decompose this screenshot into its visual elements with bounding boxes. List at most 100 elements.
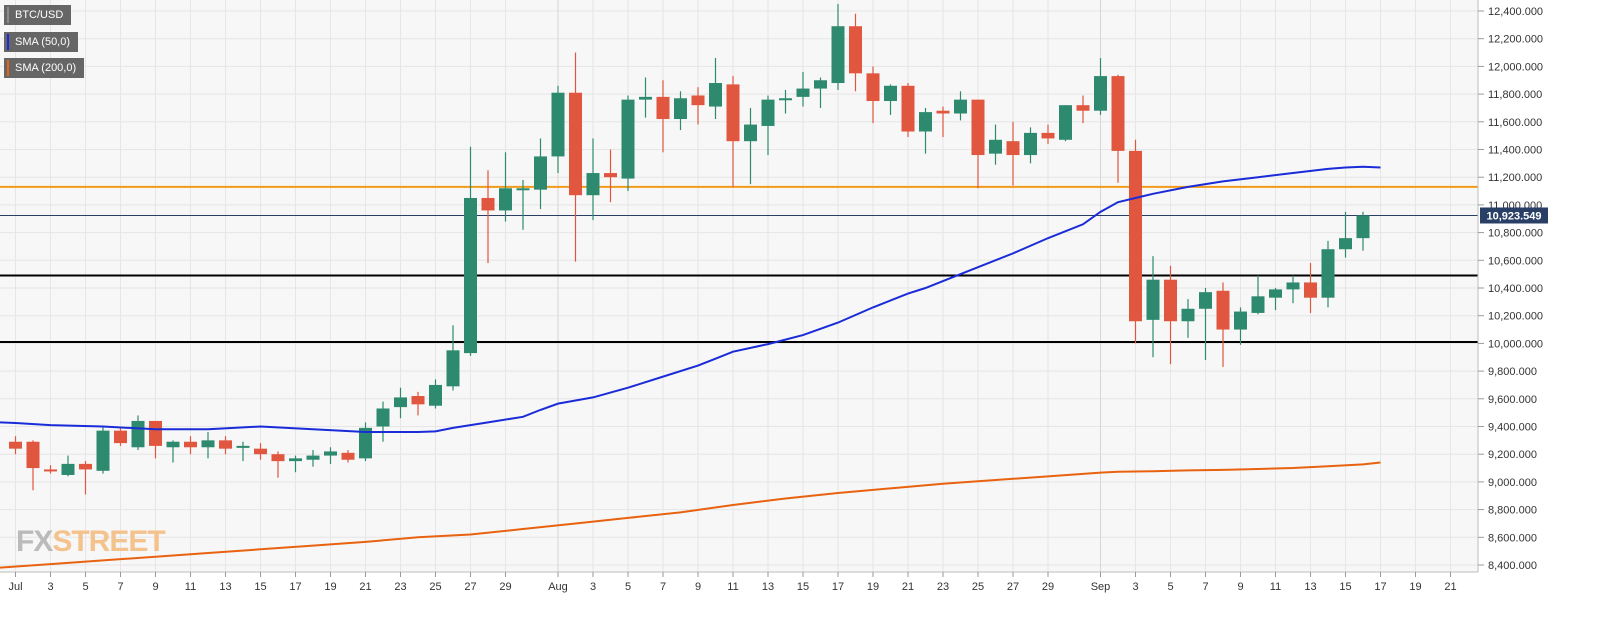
x-tick-label: 9	[695, 581, 701, 593]
candle-body	[954, 99, 967, 114]
x-tick-label: 9	[152, 581, 158, 593]
x-tick-label: 15	[254, 581, 266, 593]
candle-up	[306, 450, 320, 467]
candle-up	[674, 91, 687, 131]
candle-up	[954, 91, 967, 121]
candle-up	[1234, 307, 1247, 345]
legend-item-sma50[interactable]: SMA (50,0)	[4, 32, 79, 52]
candle-up	[1059, 105, 1072, 142]
candle-down	[149, 420, 162, 459]
y-tick-label: 11,800.000	[1488, 89, 1542, 101]
candle-down	[726, 76, 740, 187]
x-tick-label: 19	[1409, 581, 1421, 593]
candle-body	[1006, 141, 1020, 156]
logo-fx: FX	[16, 525, 53, 558]
candle-up	[744, 107, 757, 185]
candle-body	[131, 420, 145, 448]
candle-body	[1111, 76, 1125, 151]
candle-body	[446, 350, 460, 387]
x-tick-label: 27	[1007, 581, 1019, 593]
candle-body	[499, 188, 512, 211]
candle-body	[569, 92, 582, 196]
candle-body	[254, 448, 267, 455]
candle-up	[394, 387, 407, 419]
candle-body	[1199, 292, 1212, 309]
last-price-badge	[1480, 207, 1548, 224]
candle-down	[79, 461, 92, 495]
candle-body	[516, 188, 530, 191]
candle-up	[621, 95, 635, 192]
y-tick-label: 9,000.000	[1488, 477, 1537, 489]
candle-body	[989, 139, 1002, 154]
legend-label: SMA (200,0)	[15, 62, 77, 74]
y-tick-label: 11,600.000	[1488, 117, 1542, 129]
candle-up	[1356, 211, 1370, 251]
sma200-line	[0, 461, 1381, 569]
x-tick-label: 21	[359, 581, 371, 593]
x-tick-label: 29	[499, 581, 511, 593]
candle-body	[1041, 132, 1055, 139]
candle-down	[1129, 139, 1142, 344]
candle-body	[376, 408, 390, 427]
candle-up	[709, 58, 722, 120]
candle-body	[9, 441, 22, 449]
logo-street: STREET	[52, 525, 165, 558]
candle-down	[481, 170, 495, 264]
legend-swatch	[7, 34, 9, 50]
candle-body	[114, 430, 127, 444]
candle-body	[1321, 249, 1335, 298]
candle-body	[79, 463, 92, 470]
candle-body	[866, 73, 880, 102]
moving-averages	[0, 165, 1381, 569]
candle-up	[516, 179, 530, 230]
candle-body	[1339, 238, 1352, 250]
candle-up	[446, 325, 460, 391]
candle-up	[61, 455, 75, 477]
legend-item-sma200[interactable]: SMA (200,0)	[4, 58, 85, 78]
y-tick-label: 10,600.000	[1488, 255, 1543, 267]
candle-body	[779, 98, 792, 101]
candle-body	[971, 99, 985, 156]
candle-up	[1199, 288, 1212, 361]
candle-up	[1251, 275, 1265, 315]
x-tick-label: 23	[394, 581, 406, 593]
candle-down	[254, 443, 267, 460]
candle-body	[201, 440, 215, 448]
candle-body	[166, 441, 180, 448]
candle-body	[236, 445, 250, 448]
candle-down	[341, 450, 355, 463]
grid-lines	[0, 0, 1478, 572]
candle-up	[1286, 275, 1300, 304]
x-tick-label: 29	[1042, 581, 1054, 593]
x-tick-label: 17	[1374, 581, 1386, 593]
candle-down	[1041, 124, 1055, 144]
candle-up	[796, 71, 810, 107]
x-tick-label: 13	[1304, 581, 1316, 593]
candle-body	[1234, 311, 1247, 330]
candle-body	[1059, 105, 1072, 140]
candle-up	[376, 401, 390, 442]
candle-up	[534, 138, 547, 210]
candle-up	[1339, 211, 1352, 258]
candle-up	[989, 124, 1002, 165]
x-tick-label: 7	[1202, 581, 1208, 593]
candle-down	[604, 149, 617, 203]
candle-body	[761, 99, 775, 126]
x-tick-label: 5	[1167, 581, 1173, 593]
candle-down	[9, 436, 22, 455]
candle-body	[1164, 279, 1177, 322]
y-tick-label: 8,800.000	[1488, 505, 1537, 517]
candle-body	[1304, 282, 1317, 298]
candle-body	[1146, 279, 1160, 320]
candle-body	[306, 455, 320, 460]
candle-up	[289, 455, 302, 473]
candle-body	[639, 96, 652, 100]
candle-down	[1111, 74, 1125, 183]
candle-body	[884, 85, 897, 102]
last-price-value: 10,923.549	[1486, 210, 1541, 222]
y-tick-label: 9,600.000	[1488, 394, 1537, 406]
legend-item-btcusd[interactable]: BTC/USD	[4, 5, 72, 25]
candle-up	[1181, 299, 1195, 338]
